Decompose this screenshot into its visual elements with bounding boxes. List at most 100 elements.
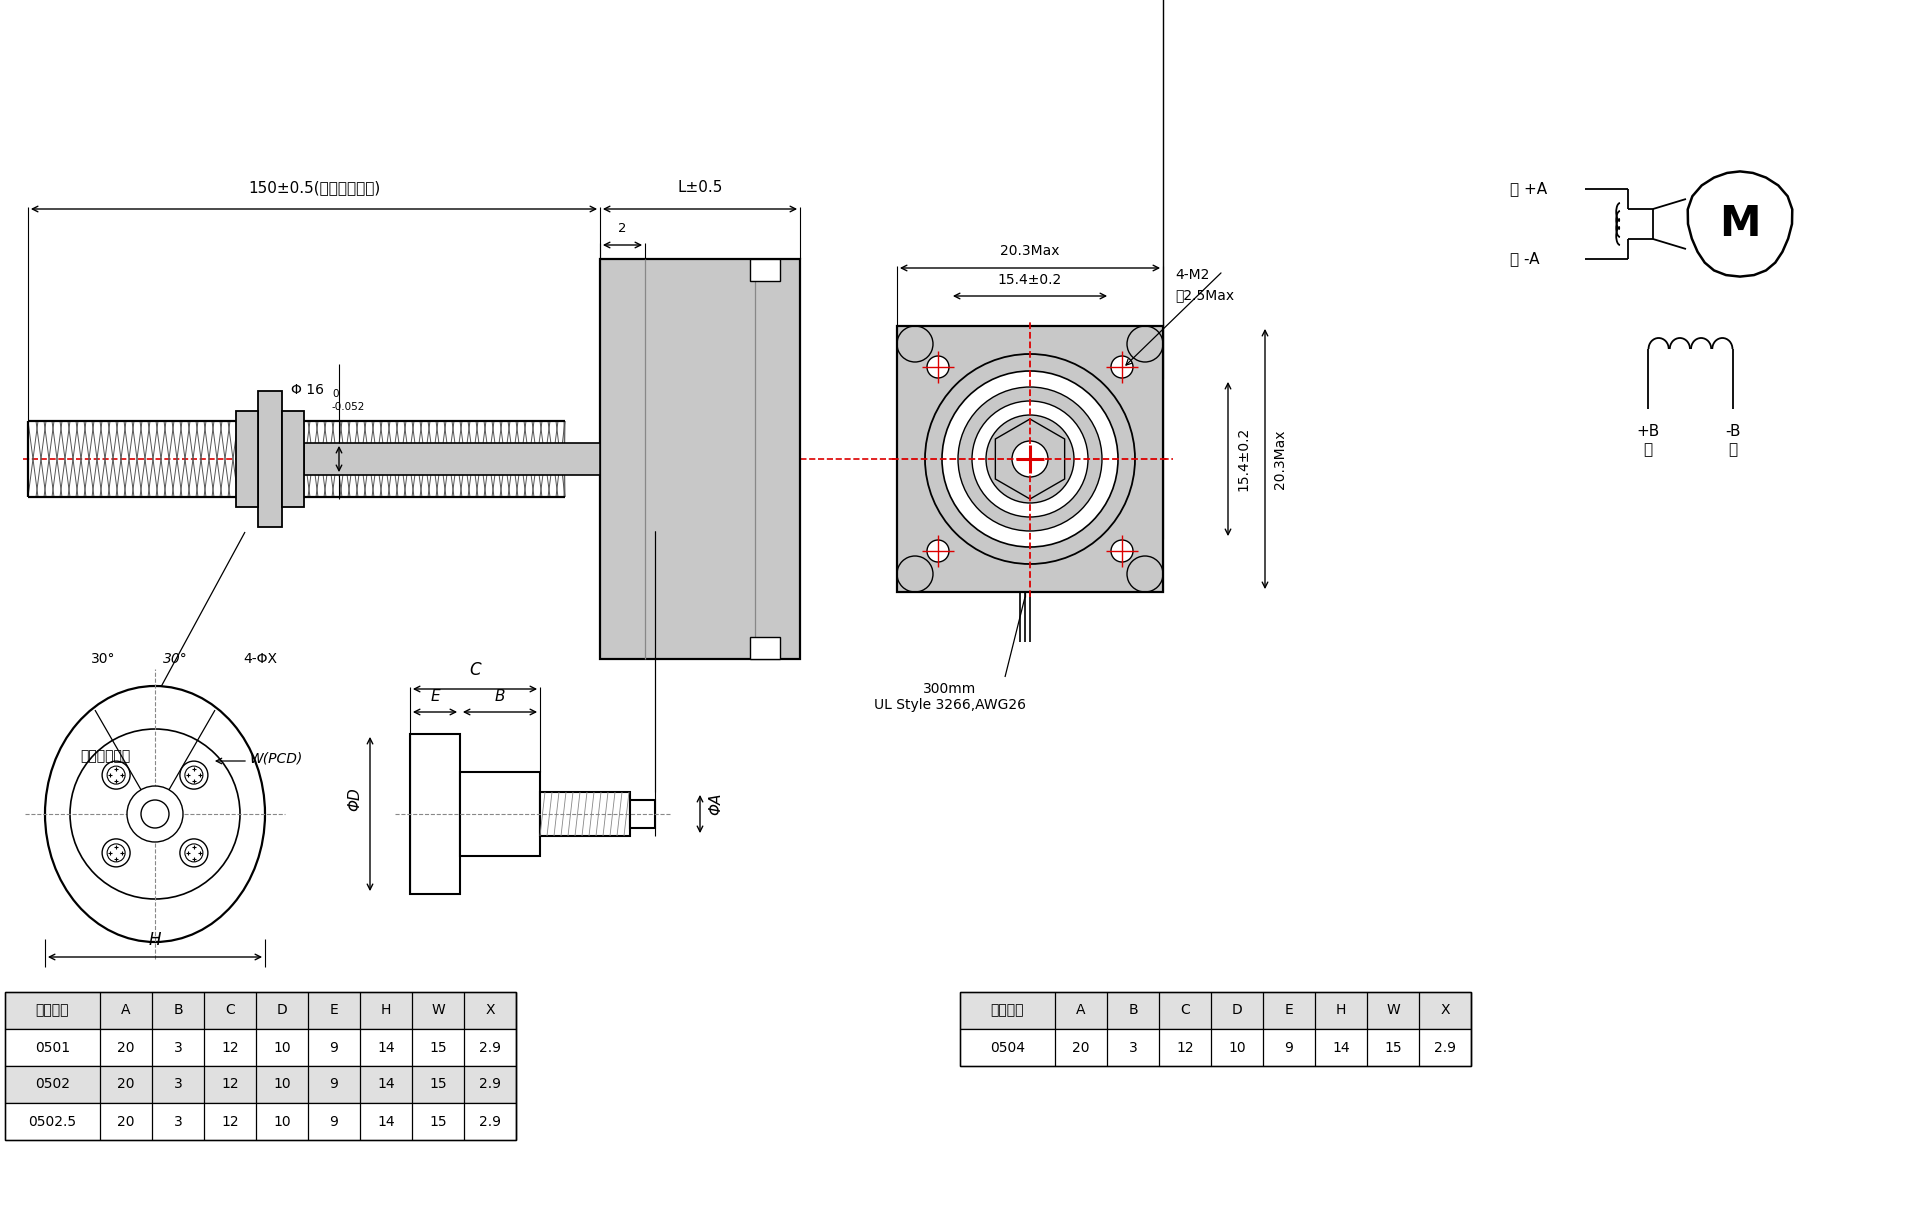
Text: 14: 14 bbox=[378, 1078, 395, 1091]
Text: 蓝 -A: 蓝 -A bbox=[1510, 252, 1539, 267]
Circle shape bbox=[102, 761, 129, 789]
Text: 黑: 黑 bbox=[1727, 442, 1737, 457]
Text: 20: 20 bbox=[118, 1115, 135, 1128]
Text: 20.3Max: 20.3Max bbox=[1272, 429, 1288, 489]
Circle shape bbox=[1111, 540, 1134, 562]
Circle shape bbox=[927, 540, 949, 562]
Text: ΦA: ΦA bbox=[708, 793, 723, 815]
Text: 螺母尺寸: 螺母尺寸 bbox=[37, 1004, 69, 1018]
Text: 300mm
UL Style 3266,AWG26: 300mm UL Style 3266,AWG26 bbox=[873, 682, 1026, 712]
Text: 外部线性螺母: 外部线性螺母 bbox=[79, 748, 131, 763]
Circle shape bbox=[127, 787, 183, 842]
Text: X: X bbox=[1440, 1004, 1450, 1018]
Circle shape bbox=[69, 729, 239, 898]
Text: 螺母尺寸: 螺母尺寸 bbox=[991, 1004, 1024, 1018]
Text: W: W bbox=[1386, 1004, 1400, 1018]
Text: M: M bbox=[1720, 203, 1760, 245]
Circle shape bbox=[943, 371, 1118, 547]
Bar bbox=[6, 1029, 517, 1066]
Bar bbox=[540, 791, 630, 836]
Text: 9: 9 bbox=[330, 1115, 339, 1128]
Text: 深2.5Max: 深2.5Max bbox=[1174, 288, 1234, 302]
Text: E: E bbox=[330, 1004, 339, 1018]
Text: 绿: 绿 bbox=[1643, 442, 1652, 457]
Text: 12: 12 bbox=[1176, 1041, 1193, 1054]
Circle shape bbox=[985, 415, 1074, 503]
Circle shape bbox=[108, 766, 125, 784]
Bar bbox=[630, 800, 656, 828]
Circle shape bbox=[958, 387, 1103, 531]
Text: -0.052: -0.052 bbox=[332, 402, 366, 412]
Text: 4-M2: 4-M2 bbox=[1174, 268, 1209, 281]
Text: A: A bbox=[1076, 1004, 1085, 1018]
Bar bbox=[6, 1102, 517, 1141]
Circle shape bbox=[108, 844, 125, 862]
Circle shape bbox=[1018, 447, 1041, 471]
Text: 0: 0 bbox=[332, 390, 339, 399]
Text: A: A bbox=[121, 1004, 131, 1018]
Text: 4-ΦX: 4-ΦX bbox=[243, 653, 278, 666]
Bar bbox=[461, 772, 540, 857]
Text: E: E bbox=[430, 689, 440, 704]
Text: 0504: 0504 bbox=[989, 1041, 1026, 1054]
Text: ΦD: ΦD bbox=[347, 787, 362, 811]
Bar bbox=[960, 992, 1471, 1066]
Bar bbox=[6, 992, 517, 1141]
Bar bbox=[960, 1029, 1471, 1066]
Polygon shape bbox=[995, 419, 1064, 499]
Text: 15.4±0.2: 15.4±0.2 bbox=[1236, 426, 1249, 492]
Text: 10: 10 bbox=[274, 1078, 291, 1091]
Text: 3: 3 bbox=[1128, 1041, 1138, 1054]
Text: E: E bbox=[1284, 1004, 1294, 1018]
Text: 15.4±0.2: 15.4±0.2 bbox=[999, 273, 1062, 288]
Bar bbox=[411, 734, 461, 893]
Circle shape bbox=[179, 761, 208, 789]
Text: 14: 14 bbox=[378, 1115, 395, 1128]
Circle shape bbox=[972, 401, 1087, 517]
Polygon shape bbox=[1687, 171, 1793, 277]
Bar bbox=[897, 326, 1163, 592]
Text: H: H bbox=[1336, 1004, 1346, 1018]
Bar bbox=[281, 410, 305, 508]
Text: 15: 15 bbox=[430, 1078, 447, 1091]
Text: +B: +B bbox=[1637, 424, 1660, 439]
Text: 10: 10 bbox=[274, 1115, 291, 1128]
Text: L±0.5: L±0.5 bbox=[677, 179, 723, 195]
Text: C: C bbox=[469, 661, 480, 678]
Text: X: X bbox=[486, 1004, 495, 1018]
Text: 0502: 0502 bbox=[35, 1078, 69, 1091]
Text: 2.9: 2.9 bbox=[478, 1041, 501, 1054]
Text: 20.3Max: 20.3Max bbox=[1001, 245, 1060, 258]
Text: -B: -B bbox=[1726, 424, 1741, 439]
Circle shape bbox=[925, 354, 1136, 564]
Bar bbox=[750, 259, 781, 281]
Text: 3: 3 bbox=[174, 1041, 183, 1054]
Text: H: H bbox=[148, 932, 162, 949]
Text: 2: 2 bbox=[619, 222, 627, 235]
Text: 15: 15 bbox=[1384, 1041, 1402, 1054]
Text: 3: 3 bbox=[174, 1078, 183, 1091]
Bar bbox=[305, 442, 600, 474]
Text: 红 +A: 红 +A bbox=[1510, 182, 1546, 197]
Text: W(PCD): W(PCD) bbox=[251, 752, 303, 766]
Text: 150±0.5(可自定义长度): 150±0.5(可自定义长度) bbox=[249, 179, 380, 195]
Text: 10: 10 bbox=[1228, 1041, 1245, 1054]
Text: 20: 20 bbox=[118, 1041, 135, 1054]
Text: B: B bbox=[1128, 1004, 1138, 1018]
Ellipse shape bbox=[44, 686, 264, 941]
Text: 14: 14 bbox=[1332, 1041, 1350, 1054]
Circle shape bbox=[185, 844, 202, 862]
Text: 2.9: 2.9 bbox=[478, 1115, 501, 1128]
Circle shape bbox=[185, 766, 202, 784]
Bar bbox=[235, 410, 258, 508]
Text: 12: 12 bbox=[222, 1078, 239, 1091]
Text: B: B bbox=[495, 689, 505, 704]
Text: 12: 12 bbox=[222, 1041, 239, 1054]
Text: 15: 15 bbox=[430, 1115, 447, 1128]
Circle shape bbox=[1111, 356, 1134, 379]
Text: 10: 10 bbox=[274, 1041, 291, 1054]
Circle shape bbox=[102, 839, 129, 866]
Bar bbox=[960, 992, 1471, 1029]
Text: 2.9: 2.9 bbox=[478, 1078, 501, 1091]
Text: 9: 9 bbox=[330, 1078, 339, 1091]
